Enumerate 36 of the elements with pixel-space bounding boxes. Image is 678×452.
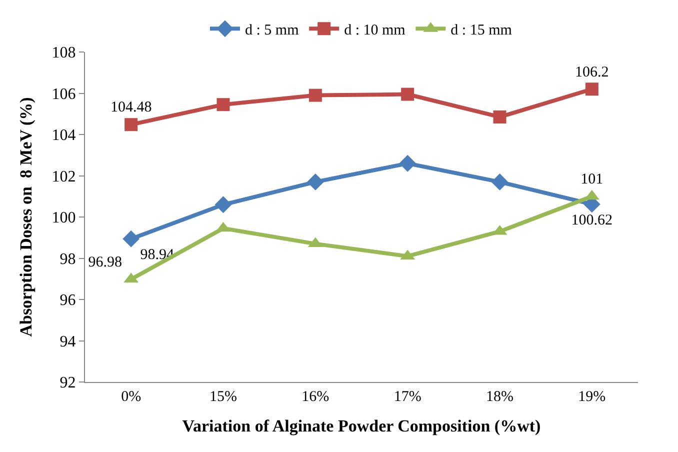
data-label: 101: [580, 172, 604, 188]
x-tick-label: 18%: [486, 389, 514, 405]
y-axis-title: Absorption Doses on 8 MeV (%): [16, 97, 36, 337]
y-tick-label: 92: [60, 374, 76, 392]
point: [122, 230, 140, 248]
point: [493, 110, 506, 124]
y-tick-label: 98: [60, 250, 76, 268]
data-label: 106.2: [575, 64, 609, 80]
point: [216, 98, 230, 112]
point: [491, 173, 508, 190]
y-tick-label: 100: [52, 210, 76, 227]
point: [585, 82, 598, 96]
y-tick-label: 108: [52, 44, 76, 62]
point: [399, 154, 416, 172]
data-label: 96.98: [88, 254, 122, 270]
legend-label: d : 15 mm: [450, 22, 512, 38]
legend-label: d : 10 mm: [344, 22, 406, 38]
y-tick-label: 104: [52, 127, 76, 144]
x-tick-label: 0%: [121, 389, 142, 405]
x-tick-label: 15%: [210, 389, 237, 405]
x-axis-title: Variation of Alginate Powder Composition (%wt): [182, 416, 541, 436]
data-label: 104.48: [110, 100, 152, 116]
point: [308, 88, 322, 102]
point: [401, 88, 414, 101]
x-tick-label: 19%: [578, 389, 606, 405]
data-label: 100.62: [571, 212, 613, 229]
y-tick-label: 106: [52, 86, 76, 103]
y-tick-label: 94: [60, 333, 76, 350]
legend-label: d : 5 mm: [245, 22, 300, 38]
point: [306, 173, 324, 190]
y-tick-label: 96: [60, 292, 76, 310]
y-tick-label: 102: [52, 168, 76, 186]
x-tick-label: 17%: [394, 389, 422, 405]
point: [124, 118, 138, 132]
point: [214, 196, 232, 214]
x-tick-label: 16%: [302, 389, 330, 405]
